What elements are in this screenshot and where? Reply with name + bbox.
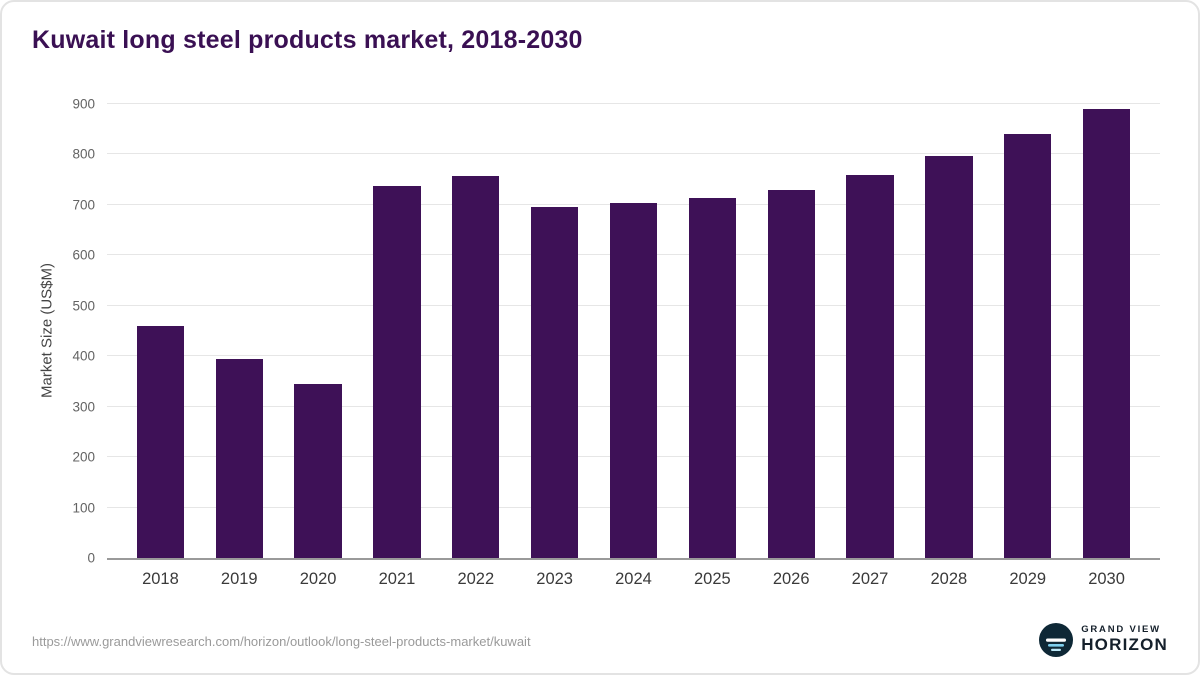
y-axis-tick-label: 800 — [72, 146, 95, 162]
bar — [925, 156, 973, 558]
y-axis-title: Market Size (US$M) — [38, 262, 56, 399]
bar-series — [107, 104, 1160, 558]
x-axis-label: 2029 — [1009, 570, 1047, 588]
x-axis-label: 2021 — [378, 570, 416, 588]
bar-slot — [831, 104, 910, 558]
source-url: https://www.grandviewresearch.com/horizo… — [32, 634, 531, 649]
brand-logo: GRAND VIEW HORIZON — [1039, 623, 1168, 657]
bar — [1082, 109, 1131, 558]
bar-slot — [752, 104, 831, 558]
x-axis-label: 2028 — [930, 570, 968, 588]
brand-logo-text: GRAND VIEW HORIZON — [1081, 624, 1168, 654]
bar — [136, 325, 185, 558]
x-axis-label: 2025 — [693, 570, 731, 588]
bar-slot — [1067, 104, 1146, 558]
y-axis-tick-label: 400 — [72, 348, 95, 364]
horizon-globe-icon — [1039, 623, 1074, 657]
x-axis-label: 2027 — [851, 570, 889, 588]
y-axis-tick-label: 100 — [72, 500, 95, 516]
x-axis-label: 2026 — [772, 570, 810, 588]
x-axis-label: 2022 — [457, 570, 495, 588]
bar — [530, 206, 579, 558]
bar — [294, 383, 342, 558]
bar-slot — [436, 104, 515, 558]
brand-name-bottom: HORIZON — [1081, 634, 1168, 654]
bar-slot — [594, 104, 673, 558]
bar — [215, 358, 263, 558]
y-axis-tick-label: 700 — [72, 197, 95, 213]
x-axis-label: 2023 — [536, 570, 573, 588]
bar-slot — [988, 104, 1067, 558]
gridline — [107, 103, 1160, 104]
bar — [688, 198, 736, 558]
chart-title: Kuwait long steel products market, 2018-… — [32, 26, 583, 54]
bar — [373, 186, 421, 558]
x-axis-label: 2030 — [1088, 570, 1125, 588]
bar — [767, 189, 815, 558]
y-axis-tick-label: 300 — [72, 399, 95, 415]
bar — [1004, 134, 1052, 558]
y-axis-tick-label: 500 — [72, 298, 95, 314]
bar — [452, 176, 500, 558]
y-axis-tick-label: 900 — [72, 96, 95, 112]
y-axis-tick-label: 0 — [87, 550, 95, 566]
gridline — [107, 153, 1160, 155]
y-axis-tick-label: 200 — [72, 449, 95, 465]
bar-slot — [515, 104, 594, 558]
bar-slot — [358, 104, 437, 558]
bar — [609, 202, 658, 558]
bar-slot — [909, 104, 988, 558]
plot-area: 0 100 200 300 400 500 600 700 800 900 — [72, 97, 1160, 566]
y-axis-tick-label: 600 — [72, 247, 95, 263]
chart-area: Market Size (US$M) 0 100 200 300 400 500 600 70… — [39, 97, 1160, 566]
x-axis-label: 2018 — [142, 570, 179, 588]
brand-name-top: GRAND VIEW — [1081, 624, 1161, 636]
bar-slot — [200, 104, 279, 558]
bar-slot — [673, 104, 752, 558]
x-axis-label: 2020 — [299, 570, 337, 588]
bar-slot — [279, 104, 358, 558]
bar-slot — [121, 104, 200, 558]
bar — [846, 174, 894, 558]
x-axis-label: 2024 — [615, 570, 652, 588]
x-axis-label: 2019 — [220, 570, 258, 588]
x-axis-labels: 2018 2019 2020 2021 2022 2023 2024 2025 2026 2027… — [107, 570, 1160, 589]
